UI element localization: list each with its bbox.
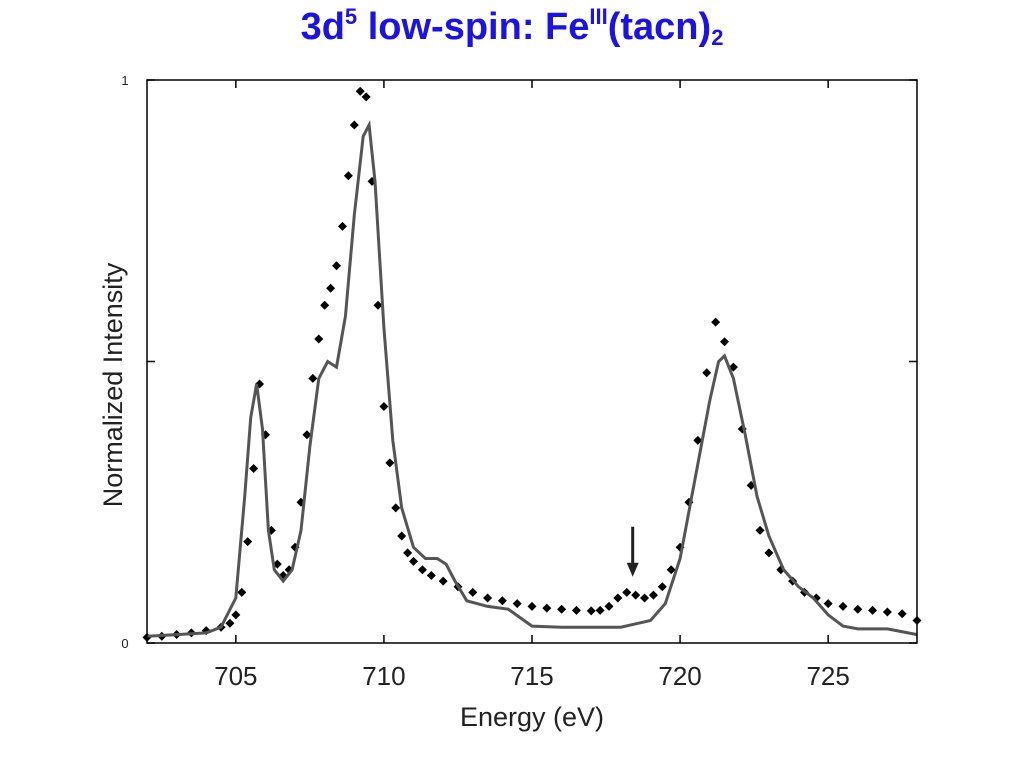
y-tick-label: 1: [121, 73, 128, 88]
data-point: [622, 587, 632, 597]
x-axis-ticks: 705 710 715 720 725: [214, 80, 850, 691]
x-tick-label: 710: [362, 661, 405, 691]
x-tick-label: 720: [658, 661, 701, 691]
data-point: [882, 607, 892, 617]
data-point: [403, 548, 413, 558]
data-point: [326, 283, 336, 293]
data-point: [497, 596, 507, 606]
data-point: [571, 605, 581, 615]
data-point: [391, 503, 401, 513]
peak-arrow: [626, 526, 639, 577]
x-tick-label: 715: [510, 661, 553, 691]
x-axis-label: Energy (eV): [460, 702, 604, 732]
data-point: [657, 582, 667, 592]
data-point: [853, 604, 863, 614]
data-point: [764, 548, 774, 558]
data-point: [631, 590, 641, 600]
title-prefix: 3d: [300, 6, 345, 48]
data-point: [385, 458, 395, 468]
data-point: [349, 120, 359, 130]
data-point: [417, 565, 427, 575]
data-point: [255, 379, 265, 389]
title-suffix: (tacn): [607, 6, 712, 48]
data-point: [483, 593, 493, 603]
data-point: [823, 599, 833, 609]
data-point: [361, 92, 371, 102]
simulation-line: [146, 119, 918, 638]
plot-frame: [146, 79, 918, 644]
data-point: [512, 599, 522, 609]
data-point: [397, 531, 407, 541]
data-point: [343, 171, 353, 181]
data-point: [595, 605, 605, 615]
title-superscript-d-count: 5: [344, 4, 358, 29]
data-point: [720, 337, 729, 347]
data-point: [320, 300, 330, 310]
y-axis-label: Normalized Intensity: [98, 262, 128, 507]
data-point: [302, 430, 312, 440]
data-point: [409, 556, 419, 566]
data-point: [586, 606, 596, 616]
data-point: [868, 605, 878, 615]
title-middle: low-spin: Fe: [357, 6, 590, 48]
data-point: [243, 537, 253, 547]
data-points: [142, 86, 922, 642]
x-tick-label: 705: [214, 661, 257, 691]
data-point: [225, 618, 235, 628]
title-subscript: 2: [711, 25, 724, 50]
data-point: [308, 373, 318, 383]
data-point: [711, 317, 721, 327]
data-point: [249, 463, 259, 473]
data-point: [648, 590, 658, 600]
data-point: [237, 587, 247, 597]
data-point: [542, 603, 552, 613]
data-point: [468, 587, 478, 597]
data-point: [379, 402, 389, 412]
data-point: [314, 334, 324, 344]
data-point: [231, 610, 241, 620]
data-point: [438, 576, 448, 586]
data-point: [613, 593, 623, 603]
data-point: [337, 221, 347, 231]
data-point: [426, 570, 436, 580]
data-point: [604, 601, 614, 611]
x-tick-label: 725: [806, 661, 849, 691]
arrow-head: [626, 562, 639, 577]
data-point: [838, 601, 848, 611]
data-point: [640, 593, 650, 603]
data-point: [693, 435, 703, 445]
data-point: [702, 368, 712, 378]
title-superscript-oxidation: III: [589, 4, 608, 29]
data-point: [332, 261, 342, 271]
y-axis-ticks: 01: [121, 73, 917, 651]
data-point: [355, 86, 365, 96]
y-tick-label: 0: [121, 636, 128, 651]
data-point: [373, 300, 383, 310]
data-point: [527, 601, 537, 611]
data-point: [897, 609, 907, 619]
data-point: [557, 604, 567, 614]
chart-title: 3d5 low-spin: FeIII(tacn)2: [0, 4, 1024, 51]
data-point: [755, 525, 765, 535]
data-point: [666, 565, 676, 575]
